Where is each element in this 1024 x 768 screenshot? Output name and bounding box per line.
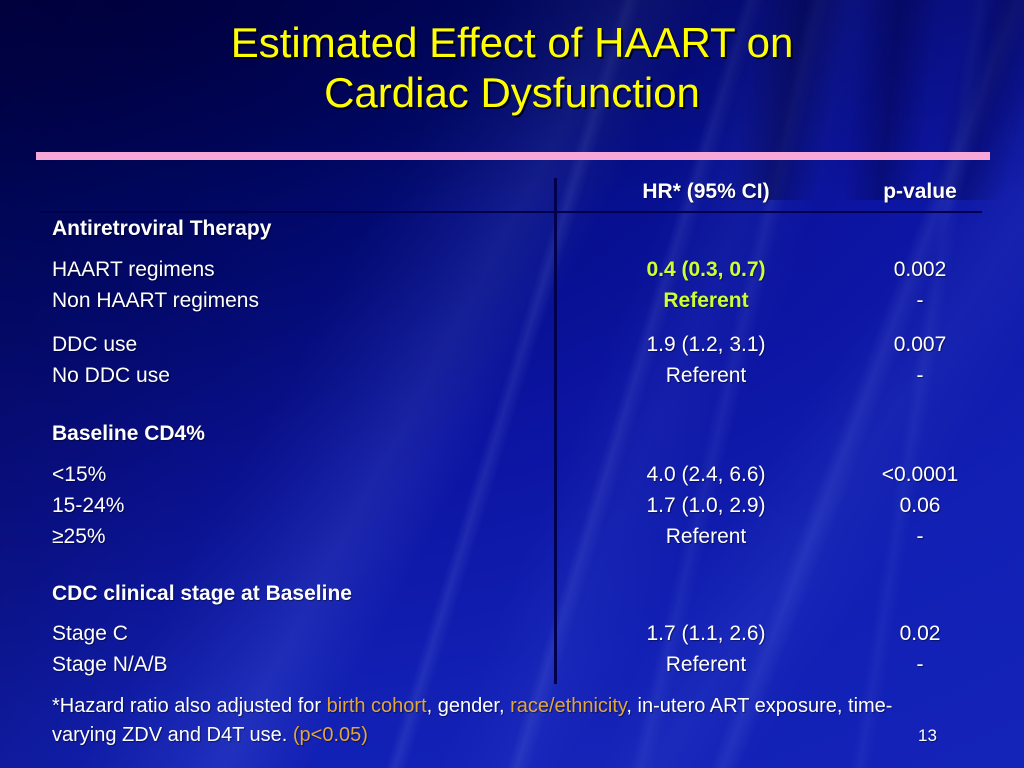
column-header-p-value: p-value [883, 180, 957, 203]
section-heading-label: CDC clinical stage at Baseline [52, 582, 352, 605]
row-p-value: - [916, 525, 924, 548]
table-row: Stage N/A/B Referent - [0, 649, 1024, 681]
row-p-value: 0.06 [899, 494, 941, 517]
row-p-value: 0.02 [899, 622, 941, 645]
row-hr-value: Referent [665, 653, 747, 676]
table-row: Non HAART regimens Referent - [0, 285, 1024, 317]
row-hr-value: Referent [665, 364, 747, 387]
page-number: 13 [918, 726, 937, 745]
row-label: DDC use [52, 333, 138, 356]
footnote-text-part-1: *Hazard ratio also adjusted for [52, 695, 327, 717]
table-row: No DDC use Referent - [0, 360, 1024, 392]
table-row: <15% 4.0 (2.4, 6.6) <0.0001 [0, 459, 1024, 491]
table-horizontal-rule [40, 211, 982, 213]
row-p-value: - [916, 653, 924, 676]
row-label: No DDC use [52, 364, 170, 387]
row-label: HAART regimens [52, 258, 215, 281]
table-row: HAART regimens 0.4 (0.3, 0.7) 0.002 [0, 254, 1024, 286]
row-hr-value: 4.0 (2.4, 6.6) [646, 463, 766, 486]
row-p-value: 0.007 [893, 333, 947, 356]
row-label: 15-24% [52, 494, 125, 517]
footnote-text-part-2: , gender, [426, 695, 511, 717]
section-heading-label: Baseline CD4% [52, 422, 205, 445]
table-vertical-rule [554, 178, 557, 684]
row-p-value: <0.0001 [881, 463, 959, 486]
column-header-hr: HR* (95% CI) [642, 180, 770, 203]
footnote-highlight-birth-cohort: birth cohort [326, 695, 427, 717]
row-p-value: - [916, 364, 924, 387]
row-label: ≥25% [52, 525, 106, 548]
slide-title-line-2: Cardiac Dysfunction [324, 69, 700, 116]
row-label: Stage N/A/B [52, 653, 168, 676]
table-section-heading: Antiretroviral Therapy [0, 213, 1024, 245]
table-section-heading: Baseline CD4% [0, 418, 1024, 450]
row-p-value: - [916, 289, 924, 312]
table-section-heading: CDC clinical stage at Baseline [0, 578, 1024, 610]
table-row: 15-24% 1.7 (1.0, 2.9) 0.06 [0, 490, 1024, 522]
background-top-folds [563, 0, 1024, 200]
row-hr-value: Referent [663, 289, 749, 312]
footnote-highlight-p-value: (p<0.05) [292, 724, 368, 746]
footnote-highlight-race-ethnicity: race/ethnicity [510, 695, 627, 717]
slide-title: Estimated Effect of HAART on Cardiac Dys… [0, 18, 1024, 118]
row-hr-value: 1.7 (1.0, 2.9) [646, 494, 766, 517]
row-label: <15% [52, 463, 107, 486]
table-row: Stage C 1.7 (1.1, 2.6) 0.02 [0, 618, 1024, 650]
table-row: DDC use 1.9 (1.2, 3.1) 0.007 [0, 329, 1024, 361]
row-hr-value: 1.9 (1.2, 3.1) [646, 333, 766, 356]
row-hr-value: 0.4 (0.3, 0.7) [646, 258, 766, 281]
title-divider-rule [36, 152, 990, 160]
footnote-text-part-3: , in-utero ART exposure, time-varying ZD… [52, 695, 893, 746]
row-label: Stage C [52, 622, 128, 645]
table-row: ≥25% Referent - [0, 521, 1024, 553]
slide-title-line-1: Estimated Effect of HAART on [230, 19, 794, 66]
row-hr-value: 1.7 (1.1, 2.6) [646, 622, 766, 645]
footnote: *Hazard ratio also adjusted for birth co… [52, 692, 932, 750]
row-hr-value: Referent [665, 525, 747, 548]
row-p-value: 0.002 [893, 258, 947, 281]
row-label: Non HAART regimens [52, 289, 259, 312]
section-heading-label: Antiretroviral Therapy [52, 217, 272, 240]
